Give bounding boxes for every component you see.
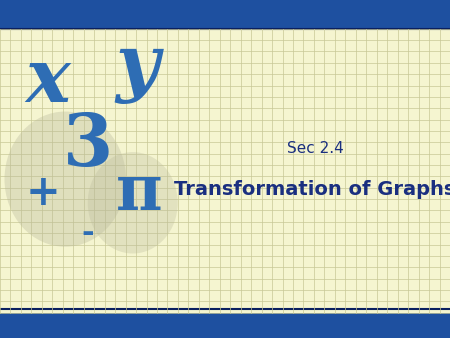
Text: +: +	[25, 172, 60, 214]
Text: Sec 2.4: Sec 2.4	[287, 141, 343, 156]
Text: x: x	[25, 45, 70, 117]
Text: y: y	[116, 31, 159, 104]
Text: Transformation of Graphs: Transformation of Graphs	[174, 180, 450, 199]
Ellipse shape	[88, 152, 178, 254]
Text: -: -	[81, 219, 94, 248]
FancyBboxPatch shape	[0, 29, 450, 313]
Text: π: π	[116, 162, 163, 223]
Ellipse shape	[4, 112, 126, 247]
Text: 3: 3	[63, 110, 113, 181]
